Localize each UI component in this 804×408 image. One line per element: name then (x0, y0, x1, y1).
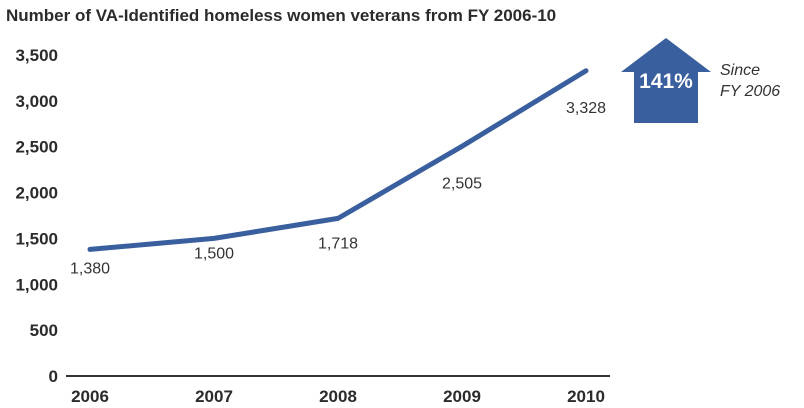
series-line (87, 68, 589, 252)
x-axis: 2006 2007 2008 2009 2010 (71, 387, 605, 406)
growth-callout: 141% Since FY 2006 (621, 38, 780, 123)
y-tick-label: 0 (49, 367, 58, 386)
data-label: 1,380 (70, 260, 110, 277)
y-tick-label: 500 (30, 321, 58, 340)
data-label: 1,500 (194, 245, 234, 262)
x-tick-label: 2007 (195, 387, 233, 406)
callout-text-line2: FY 2006 (720, 83, 780, 100)
data-label: 3,328 (566, 100, 606, 117)
x-tick-label: 2008 (319, 387, 357, 406)
y-tick-label: 1,500 (15, 229, 58, 248)
callout-value: 141% (639, 70, 693, 93)
y-axis: 0 500 1,000 1,500 2,000 2,500 3,000 3,500 (15, 46, 58, 386)
up-arrow-icon (621, 38, 711, 123)
callout-text-line1: Since (720, 62, 760, 79)
y-tick-label: 3,000 (15, 92, 58, 111)
data-labels: 1,380 1,500 1,718 2,505 3,328 (70, 100, 606, 278)
chart-title: Number of VA-Identified homeless women v… (6, 6, 556, 25)
x-tick-label: 2010 (567, 387, 605, 406)
y-tick-label: 2,500 (15, 138, 58, 157)
y-tick-label: 2,000 (15, 184, 58, 203)
x-tick-label: 2009 (443, 387, 481, 406)
x-tick-label: 2006 (71, 387, 109, 406)
y-tick-label: 1,000 (15, 275, 58, 294)
data-label: 1,718 (318, 235, 358, 252)
y-tick-label: 3,500 (15, 46, 58, 65)
data-label: 2,505 (442, 175, 482, 192)
